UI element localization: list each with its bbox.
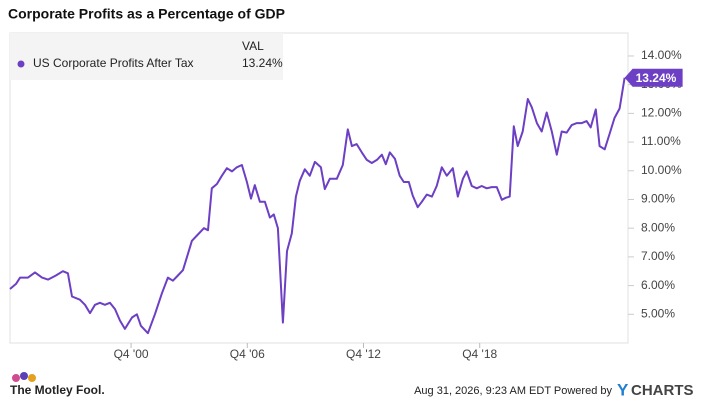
y-tick-label: 7.00% [641, 249, 675, 263]
y-tick-label: 6.00% [641, 278, 675, 292]
logo-icon [12, 374, 20, 382]
legend-swatch [17, 60, 25, 68]
series-line [9, 77, 626, 335]
footer-logo: The Motley Fool. [10, 372, 105, 397]
x-tick-label: Q4 '18 [462, 347, 497, 361]
y-tick-label: 11.00% [641, 134, 681, 148]
x-tick-label: Q4 '00 [114, 347, 149, 361]
last-value-label: 13.24% [636, 71, 677, 85]
source-logo: The Motley Fool. [10, 383, 105, 397]
legend-label: US Corporate Profits After Tax [33, 56, 194, 70]
brand-y: Y [617, 380, 629, 399]
y-tick-label: 9.00% [641, 192, 675, 206]
legend-box [10, 33, 283, 80]
y-tick-label: 10.00% [641, 163, 682, 177]
y-tick-label: 14.00% [641, 48, 682, 62]
chart-title: Corporate Profits as a Percentage of GDP [8, 6, 285, 22]
logo-icon [28, 374, 36, 382]
brand: CHARTS [631, 382, 694, 399]
last-value-tag [624, 68, 683, 87]
x-tick-label: Q4 '12 [346, 347, 381, 361]
y-tick-label: 12.00% [641, 106, 682, 120]
legend-header: VAL [242, 39, 264, 53]
plot-frame [9, 32, 629, 344]
x-tick-label: Q4 '06 [230, 347, 265, 361]
logo-icon [20, 372, 28, 380]
y-tick-label: 5.00% [641, 306, 675, 320]
timestamp: Aug 31, 2026, 9:23 AM EDT Powered by [414, 385, 612, 397]
legend-value: 13.24% [242, 56, 283, 70]
y-tick-label: 8.00% [641, 220, 675, 234]
